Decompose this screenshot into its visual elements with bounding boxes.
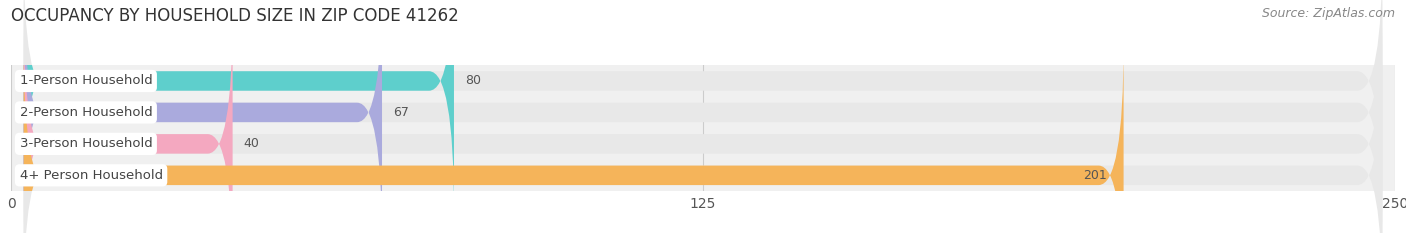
FancyBboxPatch shape — [24, 12, 232, 233]
Text: 67: 67 — [394, 106, 409, 119]
Text: 3-Person Household: 3-Person Household — [20, 137, 152, 150]
FancyBboxPatch shape — [24, 44, 1382, 233]
FancyBboxPatch shape — [24, 0, 1382, 233]
FancyBboxPatch shape — [24, 44, 1123, 233]
Text: Source: ZipAtlas.com: Source: ZipAtlas.com — [1261, 7, 1395, 20]
FancyBboxPatch shape — [24, 0, 382, 233]
Text: 4+ Person Household: 4+ Person Household — [20, 169, 163, 182]
Text: 1-Person Household: 1-Person Household — [20, 75, 152, 87]
Text: 80: 80 — [465, 75, 481, 87]
Text: OCCUPANCY BY HOUSEHOLD SIZE IN ZIP CODE 41262: OCCUPANCY BY HOUSEHOLD SIZE IN ZIP CODE … — [11, 7, 458, 25]
FancyBboxPatch shape — [24, 12, 1382, 233]
Text: 40: 40 — [243, 137, 260, 150]
Text: 2-Person Household: 2-Person Household — [20, 106, 152, 119]
FancyBboxPatch shape — [24, 0, 454, 213]
Text: 201: 201 — [1083, 169, 1107, 182]
FancyBboxPatch shape — [24, 0, 1382, 213]
